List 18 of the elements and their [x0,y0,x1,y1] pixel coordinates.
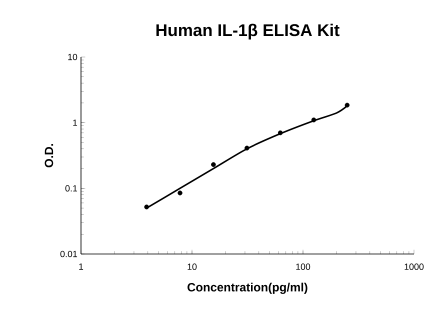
point [211,162,216,167]
x-tick-label: 1000 [404,264,424,270]
point [344,102,350,108]
y-tick-label: 1 [73,120,78,126]
y-tick-label: 0.1 [65,185,78,192]
y-tick-label: 0.01 [60,250,78,258]
point [244,146,250,150]
y-axis-title: O.D. [44,144,54,168]
point [278,130,283,136]
chart-title: Human IL-1β ELISA Kit [156,24,340,40]
point [311,118,316,122]
y-tick-label: 10 [68,54,78,60]
x-tick-label: 1 [79,264,84,270]
point [144,204,149,210]
x-tick-label: 100 [296,264,310,270]
point [178,190,182,196]
x-tick-label: 10 [188,264,197,270]
x-axis-title: Concentration(pg/ml) [188,282,308,294]
